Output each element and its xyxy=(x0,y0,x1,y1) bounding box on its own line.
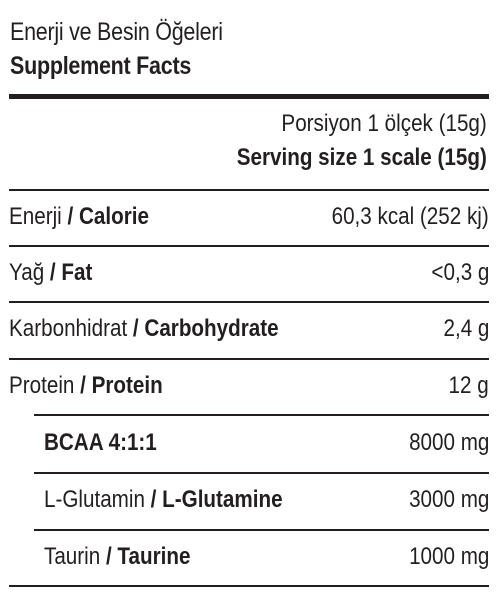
nutrient-row-fat: Yağ / Fat <0,3 g xyxy=(9,251,489,291)
serving-size-turkish: Porsiyon 1 ölçek (15g) xyxy=(281,110,487,137)
header-divider xyxy=(9,94,489,99)
nutrient-row-bcaa: BCAA 4:1:1 8000 mg xyxy=(44,421,489,461)
nutrient-label: BCAA 4:1:1 xyxy=(44,429,157,456)
serving-size-english: Serving size 1 scale (15g) xyxy=(236,144,487,171)
row-divider xyxy=(34,529,489,531)
nutrient-value: 8000 mg xyxy=(408,429,489,456)
nutrient-label: L-Glutamin / L-Glutamine xyxy=(44,486,283,513)
nutrient-value: 2,4 g xyxy=(443,315,489,342)
nutrient-label: Taurin / Taurine xyxy=(44,543,191,570)
nutrient-value: 3000 mg xyxy=(408,486,489,513)
row-divider xyxy=(9,245,489,247)
nutrient-label: Karbonhidrat / Carbohydrate xyxy=(9,315,279,342)
nutrient-label: Protein / Protein xyxy=(9,372,163,399)
nutrient-value: 12 g xyxy=(448,372,489,399)
serving-divider xyxy=(9,189,489,191)
nutrient-row-calorie: Enerji / Calorie 60,3 kcal (252 kj) xyxy=(9,195,489,235)
title-english: Supplement Facts xyxy=(10,52,192,80)
nutrient-value: <0,3 g xyxy=(431,259,489,286)
nutrient-row-l-glutamine: L-Glutamin / L-Glutamine 3000 mg xyxy=(44,478,489,518)
row-divider xyxy=(9,301,489,303)
nutrient-row-protein: Protein / Protein 12 g xyxy=(9,364,489,404)
nutrient-value: 1000 mg xyxy=(408,543,489,570)
nutrient-label: Yağ / Fat xyxy=(9,259,93,286)
nutrient-row-carbohydrate: Karbonhidrat / Carbohydrate 2,4 g xyxy=(9,307,489,347)
row-divider xyxy=(9,358,489,360)
nutrient-row-taurine: Taurin / Taurine 1000 mg xyxy=(44,535,489,575)
title-turkish: Enerji ve Besin Öğeleri xyxy=(10,18,223,46)
nutrient-label: Enerji / Calorie xyxy=(9,203,149,230)
row-divider xyxy=(34,414,489,416)
row-divider xyxy=(34,472,489,474)
footer-divider xyxy=(9,585,489,587)
nutrient-value: 60,3 kcal (252 kj) xyxy=(331,203,489,230)
